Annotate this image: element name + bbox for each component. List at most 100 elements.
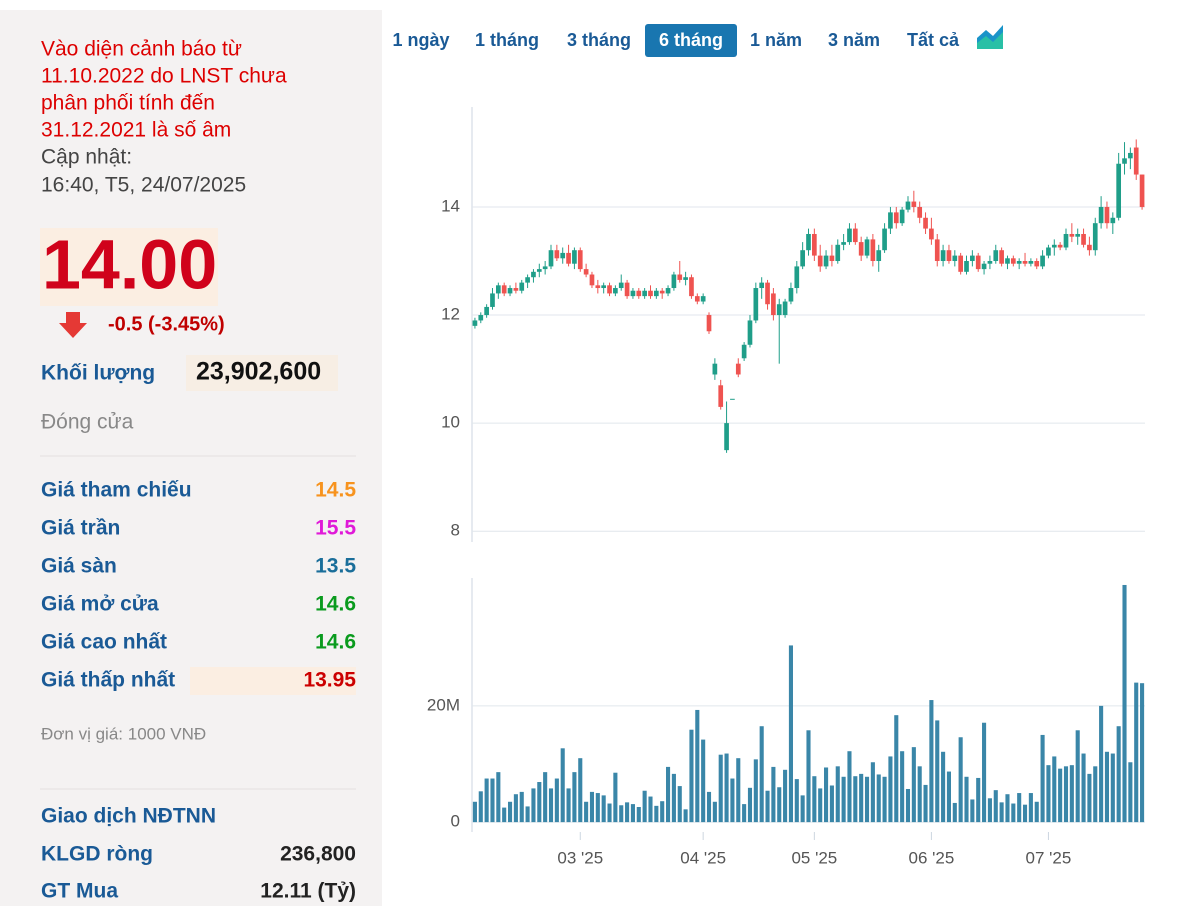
candle-body [788, 288, 794, 302]
candle-body [730, 398, 735, 400]
volume-bar [806, 730, 811, 823]
tab-active-bg[interactable] [645, 24, 737, 57]
candle-body [1028, 261, 1034, 264]
volume-bar [660, 801, 665, 823]
volume-bar [736, 758, 741, 823]
price-change: -0.5 (-3.45%) [108, 313, 225, 335]
icon-area[interactable] [977, 32, 1003, 49]
candle-body [888, 212, 893, 229]
candle-body [554, 250, 560, 259]
volume-bar [472, 801, 477, 823]
volume-bar [1140, 683, 1145, 823]
volume-bar [800, 795, 805, 823]
tab[interactable]: 3 tháng [567, 30, 631, 50]
volume-bar [824, 767, 829, 823]
candle-body [765, 282, 770, 305]
volume-bar [1034, 801, 1039, 823]
candle-body [513, 288, 519, 291]
tab[interactable]: 1 năm [750, 30, 802, 50]
down-arrow [59, 312, 87, 338]
candle-body [1034, 261, 1040, 267]
candle-body [472, 320, 478, 326]
candle-body [665, 288, 671, 294]
volume-bar [1052, 756, 1057, 823]
candle-body [1081, 233, 1086, 245]
candle-body [677, 274, 683, 280]
volume-bar [648, 796, 653, 823]
candle-body [648, 290, 653, 297]
candle-body [858, 242, 864, 256]
volume-bar [917, 766, 922, 823]
volume-bar [519, 791, 524, 823]
volume-bar [1134, 682, 1139, 823]
volume-box [186, 355, 338, 391]
candle-body [835, 244, 841, 262]
volume-bar [589, 791, 595, 823]
candle-body [771, 293, 776, 316]
tab[interactable]: 1 tháng [475, 30, 539, 50]
candle-body [1010, 258, 1016, 264]
tab[interactable]: 1 ngày [392, 30, 449, 50]
candle-body [753, 288, 759, 321]
tab[interactable]: 3 năm [828, 30, 880, 50]
candle-body [882, 228, 887, 251]
y-tick-label: 10 [441, 413, 460, 432]
volume-bar [1028, 793, 1033, 823]
warning-line: phân phối tính đến [41, 92, 215, 115]
stat-value: 15.5 [315, 517, 356, 540]
volume-bar [1093, 766, 1098, 823]
x-tick-label: 07 '25 [1026, 848, 1072, 867]
stat-value: 13.95 [303, 669, 356, 692]
candle-body [987, 261, 993, 264]
candle-body [1133, 147, 1139, 175]
candle-body [964, 261, 969, 272]
candle-body [712, 363, 718, 375]
warning-line: Vào diện cảnh báo từ [41, 38, 242, 61]
candle-body [1087, 244, 1092, 251]
volume-bar [759, 726, 764, 823]
volume-bar [1069, 765, 1074, 823]
volume-bar [847, 751, 852, 823]
volume-bar [625, 802, 630, 823]
volume-bar [654, 805, 659, 823]
volume-bar [835, 766, 840, 823]
update-label: Cập nhật: [41, 146, 132, 169]
volume-bar [607, 803, 612, 823]
candle-body [800, 250, 805, 267]
candle-body [841, 242, 846, 245]
foreign-label: KLGD ròng [41, 843, 153, 866]
candle-body [981, 263, 987, 270]
volume-bar [747, 787, 753, 823]
volume-bar [537, 782, 542, 823]
candle-body [893, 212, 899, 224]
volume-bar [853, 776, 858, 823]
y-tick-label: 20M [427, 695, 460, 714]
candle-body [589, 274, 595, 286]
volume-bar [1040, 734, 1045, 823]
candle-body [560, 252, 566, 259]
volume-bar [794, 779, 799, 823]
volume-bar [888, 756, 893, 823]
candle-body [630, 290, 636, 297]
volume-bar [964, 776, 969, 823]
volume-bar [636, 807, 641, 823]
candle-body [607, 285, 612, 294]
candle-body [899, 209, 905, 224]
volume-bar [976, 777, 981, 823]
tab[interactable]: 6 tháng [659, 30, 723, 50]
volume-bar [706, 791, 712, 823]
candle-body [776, 304, 782, 316]
candle-body [1092, 223, 1098, 251]
stat-label: Giá cao nhất [41, 631, 167, 654]
volume-bar [490, 778, 495, 823]
y-tick-label: 14 [441, 196, 460, 215]
candle-body [624, 282, 630, 297]
candle-body [484, 306, 489, 316]
volume-bar [771, 766, 776, 823]
candle-body [507, 288, 513, 294]
chart-icon[interactable] [976, 24, 1004, 50]
volume-bar [478, 791, 483, 823]
volume-bar [513, 794, 518, 823]
tab[interactable]: Tất cả [907, 30, 960, 50]
